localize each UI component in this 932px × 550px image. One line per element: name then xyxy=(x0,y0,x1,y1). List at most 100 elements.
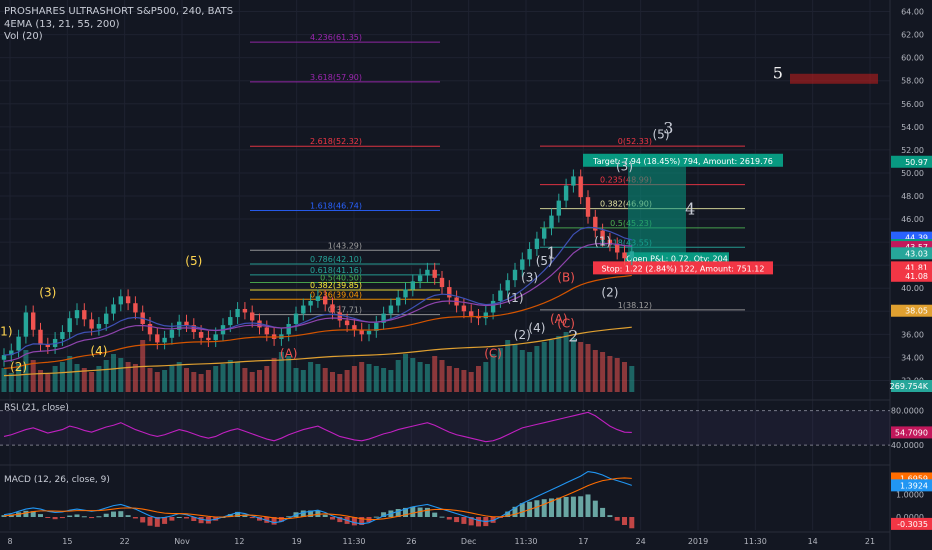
candle-body xyxy=(505,280,510,291)
price-tick-label: 62.00 xyxy=(901,31,924,40)
volume-bar xyxy=(162,370,168,392)
candle-body xyxy=(228,317,233,326)
wave-label: (3) xyxy=(39,285,56,299)
price-tick-label: 58.00 xyxy=(901,77,924,86)
macd-histogram-bar xyxy=(403,507,408,517)
candle-body xyxy=(337,312,342,321)
candle-body xyxy=(52,338,58,348)
volume-bar xyxy=(527,352,533,392)
volume-bar xyxy=(490,354,496,392)
volume-bar xyxy=(154,372,160,392)
candle-body xyxy=(447,287,452,298)
volume-bar xyxy=(432,356,438,392)
wave-label: (A) xyxy=(550,312,568,326)
volume-bar xyxy=(169,366,175,392)
volume-bar xyxy=(388,370,394,392)
wave-label: (5) xyxy=(185,254,202,268)
price-badge-label: 50.97 xyxy=(905,158,928,167)
wave-label: (1) xyxy=(507,291,524,305)
price-tick-label: 48.00 xyxy=(901,192,924,201)
volume-bar xyxy=(74,364,80,392)
candle-body xyxy=(527,249,532,260)
price-tick-label: 50.00 xyxy=(901,169,924,178)
volume-bar xyxy=(629,366,635,392)
macd-histogram-bar xyxy=(585,494,591,517)
symbol-title: PROSHARES ULTRASHORT S&P500, 240, BATS xyxy=(4,6,234,17)
macd-histogram-bar xyxy=(417,507,423,517)
wave-label: (B) xyxy=(557,270,575,284)
position-target-label: Target: 7.94 (18.45%) 794, Amount: 2619.… xyxy=(592,157,773,166)
volume-bar xyxy=(344,370,350,392)
volume-bar xyxy=(220,364,226,392)
macd-histogram-bar xyxy=(154,517,160,527)
price-badge xyxy=(891,269,932,282)
volume-bar xyxy=(483,362,489,392)
volume-bar xyxy=(205,370,211,392)
volume-bar xyxy=(359,362,365,392)
volume-bar xyxy=(351,366,357,392)
fib-level-label: 1(43.29) xyxy=(328,241,362,250)
macd-histogram-bar xyxy=(570,496,576,517)
candle-body xyxy=(38,329,43,345)
candle-body xyxy=(301,305,306,314)
macd-histogram-bar xyxy=(607,515,613,517)
macd-histogram-bar xyxy=(592,500,598,517)
candle-body xyxy=(520,259,525,270)
candle-body xyxy=(89,319,94,329)
candle-body xyxy=(118,296,123,305)
macd-tick-label: 0.0000 xyxy=(896,513,924,522)
candle-body xyxy=(242,308,248,313)
volume-bar xyxy=(410,358,416,392)
time-tick-label: 11:30 xyxy=(514,537,537,546)
price-tick-label: 54.00 xyxy=(901,123,924,132)
wave-label: (C) xyxy=(557,316,575,330)
target-zone-box xyxy=(790,73,878,84)
volume-bar xyxy=(417,362,423,392)
volume-bar xyxy=(176,362,182,392)
ema-line xyxy=(3,242,632,362)
wave-label: (3) xyxy=(616,160,633,174)
volume-bar xyxy=(45,374,51,392)
candle-body xyxy=(264,327,269,335)
macd-histogram-bar xyxy=(23,510,29,517)
candle-body xyxy=(498,290,503,301)
candle-body xyxy=(556,200,561,216)
price-tick-label: 64.00 xyxy=(901,8,924,17)
volume-bar xyxy=(59,362,65,392)
candle-body xyxy=(512,269,518,281)
price-badge xyxy=(891,247,932,260)
macd-histogram-bar xyxy=(629,517,635,529)
fib-level-label: 1(38.12) xyxy=(618,301,652,310)
fib-level-label: 0.786(42.10) xyxy=(310,255,362,264)
volume-bar xyxy=(249,372,255,392)
volume-bar xyxy=(16,364,22,392)
macd-histogram-bar xyxy=(424,507,430,517)
volume-bar xyxy=(403,354,408,392)
time-tick-label: 14 xyxy=(808,537,818,546)
candle-body xyxy=(9,350,14,356)
rsi-badge xyxy=(891,426,932,439)
macd-histogram-bar xyxy=(468,517,474,526)
macd-histogram-bar xyxy=(534,500,540,517)
candle-body xyxy=(184,321,189,326)
macd-histogram-bar xyxy=(162,517,168,524)
macd-histogram-bar xyxy=(330,517,335,520)
macd-histogram-bar xyxy=(512,506,518,517)
candle-body xyxy=(111,304,116,314)
macd-badge-label: 1.6959 xyxy=(900,474,928,483)
macd-histogram-bar xyxy=(52,517,58,520)
macd-histogram-bar xyxy=(125,515,131,517)
price-badge-label: 41.08 xyxy=(905,272,928,281)
macd-histogram-bar xyxy=(432,512,438,517)
volume-bar xyxy=(454,368,460,392)
volume-bar xyxy=(278,352,284,392)
fib-level-label: 0.235(48.99) xyxy=(600,176,652,185)
rsi-badge-label: 54.7090 xyxy=(895,428,928,437)
fib-level-label: 0(52.33) xyxy=(618,137,652,146)
macd-histogram-bar xyxy=(271,517,277,525)
signal-line xyxy=(3,477,632,521)
candle-body xyxy=(388,305,394,314)
macd-histogram-bar xyxy=(461,517,467,524)
